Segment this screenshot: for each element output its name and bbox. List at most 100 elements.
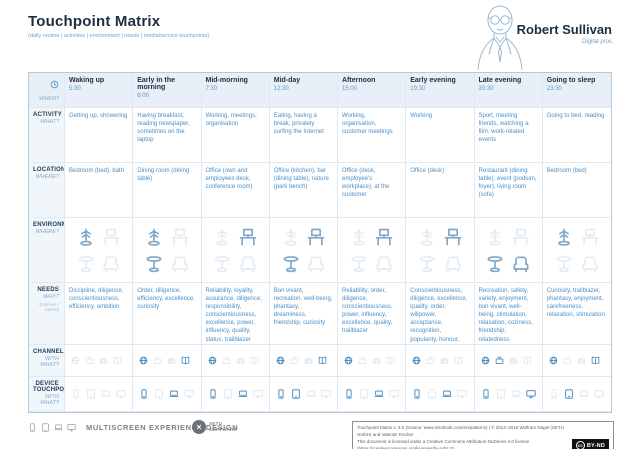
column-time: 19:30 (410, 86, 426, 92)
row-sublabel2-text: (motives / values) (39, 302, 59, 312)
credits-text: Touchpoint Matrix v. 2.0 (Source: www.ms… (357, 425, 567, 449)
tablet-device-icon (223, 389, 233, 399)
location-cell: Dining room (dining table) (133, 163, 202, 218)
environment-cell (542, 218, 611, 283)
laptop-device-icon (511, 389, 521, 399)
armchair-illustration (374, 254, 394, 274)
location-cell: Office (own and employees desk, conferen… (201, 163, 270, 218)
column-time: 23:30 (546, 86, 562, 92)
tablet-device-icon (564, 389, 574, 399)
print-channel-icon (181, 356, 190, 365)
column-header: Late evening 20:30 (474, 73, 543, 108)
tablet-device-icon (359, 389, 369, 399)
activity-cell: Sport, meeting friends, watching a film,… (474, 108, 543, 163)
coat-rack-illustration (554, 227, 574, 247)
web-channel-icon (208, 356, 217, 365)
column-title: Waking up (69, 77, 105, 84)
web-channel-icon (139, 356, 148, 365)
row-label-environment: ENVIRONMENTWHERE? (29, 218, 65, 283)
column-title: Going to sleep (546, 77, 596, 84)
armchair-illustration (170, 254, 190, 274)
environment-cell (338, 218, 407, 283)
row-label-device: DEVICE TOUCHPOINTWITH WHAT? (29, 377, 65, 412)
location-cell: Restaurant (dining table), event (podium… (474, 163, 543, 218)
tv-device-icon (321, 389, 331, 399)
persona-role: Digital pros (581, 39, 612, 45)
persona-name-block: Robert Sullivan Digital pros (517, 22, 612, 45)
laptop-device-icon (238, 389, 248, 399)
environment-cell (133, 218, 202, 283)
clock-icon (50, 80, 59, 89)
persona-name: Robert Sullivan (516, 22, 612, 37)
smartphone-device-icon (481, 389, 491, 399)
channel-cell (474, 345, 543, 377)
column-time: 6:00 (137, 93, 149, 99)
row-label-when-text: WHEN? (39, 96, 59, 102)
setu-logo-line2: SOFTWARE (209, 427, 237, 432)
print-channel-icon (591, 356, 600, 365)
tv-device-icon (594, 389, 604, 399)
table-illustration (349, 254, 369, 274)
tablet-device-icon (496, 389, 506, 399)
environment-cell (201, 218, 270, 283)
print-channel-icon (454, 356, 463, 365)
activity-cell: Working, organisation, customer meetings (338, 108, 407, 163)
setu-logo-text: SETU SOFTWARE (209, 421, 237, 432)
activity-cell: Going to bed, reading (542, 108, 611, 163)
web-channel-icon (549, 356, 558, 365)
column-header: Afternoon 15:00 (338, 73, 407, 108)
web-channel-icon (71, 356, 80, 365)
cc-label: BY-ND (586, 442, 605, 449)
column-time: 12:30 (273, 86, 289, 92)
persona-illustration (477, 5, 523, 70)
tv-channel-icon (290, 356, 299, 365)
tv-channel-icon (495, 356, 504, 365)
tv-channel-icon (426, 356, 435, 365)
column-title: Early in the morning (137, 77, 175, 91)
row-label-needs: NEEDS WHY? (motives / values) (29, 283, 65, 345)
print-channel-icon (318, 356, 327, 365)
column-header: Going to sleep 23:30 (542, 73, 611, 108)
device-cell (133, 377, 202, 412)
web-channel-icon (344, 356, 353, 365)
desk-illustration (238, 227, 258, 247)
activity-cell: Working, meetings, organisation (201, 108, 270, 163)
coat-rack-illustration (349, 227, 369, 247)
laptop-device-icon (579, 389, 589, 399)
laptop-icon (54, 423, 63, 432)
needs-cell: Conscientiousness, diligence, excellence… (406, 283, 475, 345)
needs-cell: Order, diligence, efficiency, excellence… (133, 283, 202, 345)
smartphone-device-icon (139, 389, 149, 399)
tv-channel-icon (222, 356, 231, 365)
device-cell (201, 377, 270, 412)
device-cell (542, 377, 611, 412)
row-label-text: CHANNEL (33, 349, 64, 355)
column-title: Late evening (478, 77, 522, 84)
desk-illustration (170, 227, 190, 247)
coat-rack-illustration (485, 227, 505, 247)
desk-illustration (101, 227, 121, 247)
column-header: Mid-day 12:30 (269, 73, 338, 108)
needs-cell: Curiosity, trailblazer, phantasy, enjoym… (542, 283, 611, 345)
needs-cell: Reliability, loyality, assurance, dilige… (201, 283, 270, 345)
touchpoint-matrix-table: WHEN? Waking up 5:30 Early in the morning… (28, 72, 612, 413)
armchair-illustration (511, 254, 531, 274)
row-label-location: LOCATION WHERE? (29, 163, 65, 218)
web-channel-icon (481, 356, 490, 365)
desk-illustration (374, 227, 394, 247)
location-cell: Office (desk) (406, 163, 475, 218)
desk-illustration (443, 227, 463, 247)
channel-cell (65, 345, 134, 377)
location-cell: Bedroom (bed), bath (65, 163, 134, 218)
row-sublabel-text: WITH WHAT? (40, 356, 59, 368)
column-header: Early in the morning 6:00 (133, 73, 202, 108)
row-label-text: DEVICE TOUCHPOINT (33, 381, 65, 393)
row-label-channel: CHANNEL WITH WHAT? (29, 345, 65, 377)
laptop-device-icon (101, 389, 111, 399)
smartphone-device-icon (71, 389, 81, 399)
column-time: 20:30 (478, 86, 494, 92)
row-label-when: WHEN? (29, 73, 65, 108)
environment-cell (65, 218, 134, 283)
smartphone-device-icon (344, 389, 354, 399)
